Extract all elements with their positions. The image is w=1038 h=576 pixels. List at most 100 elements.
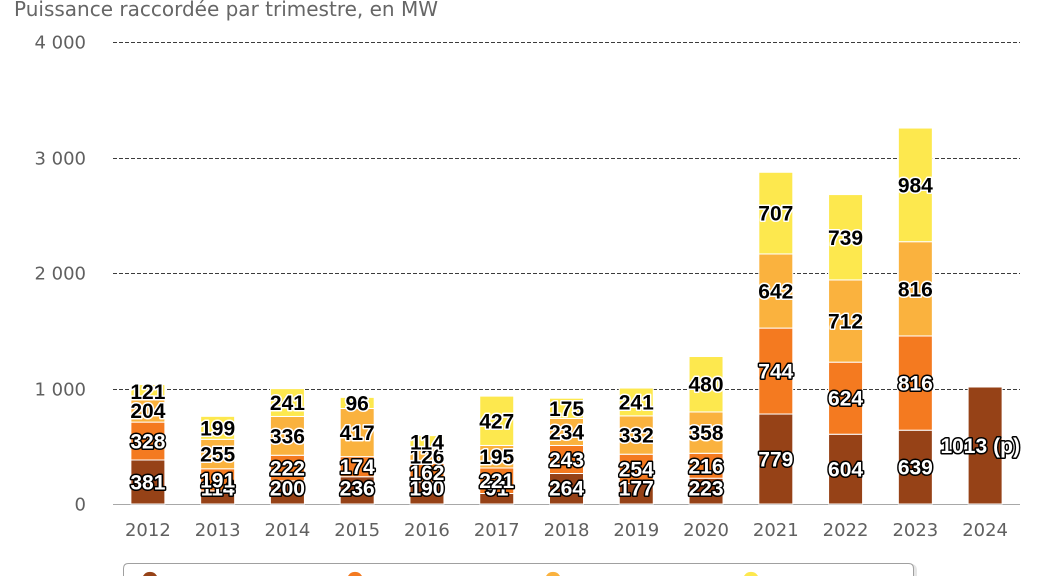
bar-segment[interactable]	[549, 397, 584, 419]
bar-segment[interactable]	[758, 253, 794, 329]
bar-segment[interactable]	[758, 171, 794, 255]
provisional-marker: (p)	[993, 435, 1020, 458]
data-label-value: 417	[340, 422, 375, 445]
data-label: 96	[346, 392, 369, 415]
bar-segment[interactable]	[828, 194, 864, 281]
legend-item-4[interactable]	[744, 571, 758, 576]
data-label: 816	[898, 278, 933, 301]
legend-marker	[143, 571, 157, 576]
data-label-value: 243	[549, 449, 584, 472]
bar-segment[interactable]	[549, 444, 584, 475]
data-label-value: 712	[828, 311, 863, 334]
data-label-value: 381	[130, 471, 165, 494]
legend	[123, 563, 917, 576]
data-label: 816	[898, 373, 933, 396]
bar-segment[interactable]	[269, 415, 305, 456]
data-label: 91	[485, 478, 509, 501]
bar-segment[interactable]	[130, 459, 166, 505]
bar-segment[interactable]	[269, 388, 305, 417]
bar-segment[interactable]	[758, 327, 794, 415]
bar-segment[interactable]	[339, 476, 375, 505]
bar-segment[interactable]	[688, 477, 724, 505]
legend-item-3[interactable]	[546, 571, 560, 576]
bar-segment[interactable]	[339, 407, 375, 458]
y-tick-label: 1 000	[34, 380, 86, 401]
y-tick-label: 3 000	[34, 149, 86, 170]
data-label-value: 816	[898, 278, 933, 301]
bar-segment[interactable]	[897, 127, 933, 243]
data-label: 358	[689, 422, 724, 445]
bar-segment[interactable]	[479, 395, 515, 446]
bar-segment[interactable]	[688, 411, 724, 454]
data-label: 241	[619, 391, 654, 414]
gridlines	[113, 42, 1020, 505]
y-axis: 0 1 000 2 000 3 000 4 000	[34, 33, 86, 516]
bar-segment[interactable]	[828, 361, 864, 435]
data-label-value: 639	[898, 457, 933, 480]
data-label-value: 241	[270, 392, 305, 415]
data-label: 174	[340, 456, 375, 479]
bar-segment[interactable]	[688, 452, 724, 479]
data-label-value: 177	[619, 478, 654, 501]
bar-segment[interactable]	[339, 396, 375, 409]
data-label: 204	[130, 400, 165, 423]
data-label: 241	[270, 392, 305, 415]
legend-item-1[interactable]	[143, 571, 157, 576]
data-label-value: 175	[549, 398, 584, 421]
bar-segment[interactable]	[549, 473, 584, 505]
bar-segment[interactable]	[130, 421, 166, 461]
data-label: 195	[479, 446, 514, 469]
data-label: 175	[549, 398, 584, 421]
data-label: 1013 (p)	[940, 435, 1020, 458]
data-label-value: 604	[828, 459, 863, 482]
data-label: 712	[828, 311, 863, 334]
data-label: 604	[828, 459, 863, 482]
bar-segment[interactable]	[828, 279, 864, 363]
data-label-value: 332	[619, 425, 654, 448]
bar-segment[interactable]	[200, 415, 236, 440]
bar-segment[interactable]	[269, 454, 305, 482]
chart-title: Puissance raccordée par trimestre, en MW	[14, 0, 438, 21]
data-label: 639	[898, 457, 933, 480]
data-label: 779	[758, 449, 793, 472]
data-label-value: 241	[619, 391, 654, 414]
data-label: 264	[549, 478, 584, 501]
data-label: 243	[549, 449, 584, 472]
data-label-value: 221	[479, 470, 514, 493]
data-label: 199	[200, 417, 235, 440]
bar-segment[interactable]	[758, 413, 794, 505]
data-label-value: 427	[479, 410, 514, 433]
data-label-value: 216	[689, 455, 724, 478]
bar-segment[interactable]	[967, 386, 1003, 505]
legend-item-2[interactable]	[348, 571, 362, 576]
x-tick-label: 2016	[404, 520, 450, 541]
bar-segment[interactable]	[409, 435, 445, 450]
data-label-value: 204	[130, 400, 165, 423]
bar-segment[interactable]	[688, 356, 724, 413]
data-label-value: 264	[549, 478, 584, 501]
data-label: 223	[689, 478, 724, 501]
data-label-value: 191	[200, 469, 235, 492]
x-tick-label: 2014	[265, 520, 311, 541]
data-label: 190	[409, 478, 444, 501]
data-label-value: 195	[479, 446, 514, 469]
bar-segment[interactable]	[549, 417, 584, 446]
x-tick-label: 2020	[683, 520, 729, 541]
bar-segment[interactable]	[897, 335, 933, 431]
data-label: 642	[758, 281, 793, 304]
data-label-value: 328	[130, 431, 165, 454]
bar-segment[interactable]	[479, 467, 515, 494]
bar-segment[interactable]	[828, 433, 864, 505]
x-tick-label: 2019	[613, 520, 659, 541]
data-label: 739	[828, 227, 863, 250]
bar-segment[interactable]	[200, 438, 236, 470]
bar-segment[interactable]	[618, 453, 654, 485]
bar-segment[interactable]	[897, 241, 933, 337]
data-label: 984	[898, 174, 933, 197]
bar-segment[interactable]	[618, 387, 654, 417]
data-label: 328	[130, 431, 165, 454]
data-label: 162	[409, 462, 444, 485]
bar-segment[interactable]	[130, 384, 166, 400]
data-label-value: 162	[409, 462, 444, 485]
